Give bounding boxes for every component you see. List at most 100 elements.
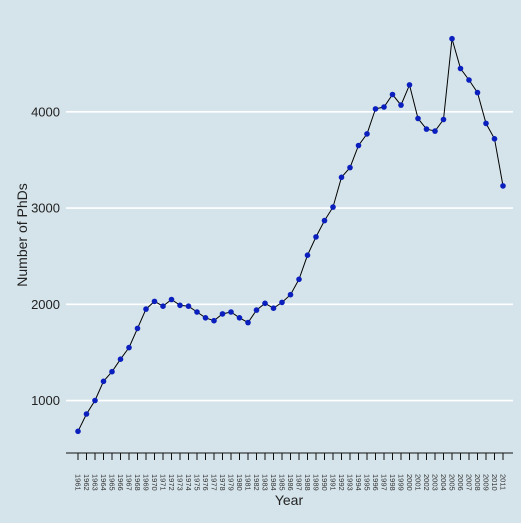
x-tick-label: 2002 <box>422 474 431 491</box>
x-tick-label: 2011 <box>499 474 508 490</box>
data-point <box>330 204 336 210</box>
x-tick-label: 1999 <box>397 474 406 491</box>
data-point <box>202 315 209 321</box>
x-tick-label: 1993 <box>346 474 355 491</box>
x-tick-label: 1977 <box>210 474 219 491</box>
data-point <box>440 116 447 123</box>
data-point <box>398 102 404 108</box>
data-point <box>211 317 217 324</box>
x-tick-label: 2006 <box>456 474 465 491</box>
data-point <box>338 174 345 181</box>
data-point <box>355 142 362 149</box>
data-point <box>168 296 175 303</box>
x-tick-label: 1964 <box>99 474 108 491</box>
x-tick-label: 1981 <box>244 474 253 491</box>
y-tick-label: 2000 <box>31 297 60 312</box>
data-point <box>228 309 234 315</box>
data-point <box>194 309 200 315</box>
data-point <box>457 65 464 72</box>
data-point <box>92 397 98 404</box>
y-tick-label: 4000 <box>31 104 60 119</box>
data-point <box>245 319 251 326</box>
data-point <box>143 306 149 312</box>
x-tick-label: 1994 <box>354 474 363 491</box>
data-point <box>466 77 472 83</box>
x-tick-label: 1991 <box>329 474 338 491</box>
data-point <box>236 315 243 321</box>
data-point <box>262 300 268 307</box>
x-tick-label: 2000 <box>405 474 414 491</box>
x-tick-label: 1978 <box>218 474 227 491</box>
data-point <box>381 104 387 110</box>
x-tick-label: 1971 <box>159 474 168 491</box>
x-tick-label: 1979 <box>227 474 236 491</box>
data-point <box>296 276 302 283</box>
x-tick-label: 1992 <box>337 474 346 491</box>
data-point <box>432 128 438 134</box>
data-point <box>100 378 107 385</box>
x-tick-label: 1988 <box>303 474 312 491</box>
data-point <box>313 234 319 240</box>
x-tick-label: 2010 <box>490 474 499 491</box>
x-tick-label: 1972 <box>167 474 176 491</box>
x-tick-label: 1969 <box>142 474 151 491</box>
x-tick-label: 1975 <box>193 474 202 491</box>
x-tick-label: 1967 <box>125 474 134 491</box>
data-point <box>126 344 132 351</box>
data-point <box>279 299 285 306</box>
y-tick-label: 3000 <box>31 201 60 216</box>
x-tick-label: 1970 <box>150 474 159 491</box>
x-tick-label: 1984 <box>269 474 278 491</box>
x-tick-label: 1998 <box>388 474 397 491</box>
data-point <box>109 368 115 375</box>
data-point <box>423 126 430 132</box>
x-tick-label: 1980 <box>235 474 244 491</box>
data-point <box>134 325 141 332</box>
data-point <box>117 356 124 363</box>
data-point <box>364 131 370 137</box>
x-tick-label: 1968 <box>133 474 142 491</box>
x-tick-label: 1976 <box>201 474 210 491</box>
x-tick-label: 1973 <box>176 474 185 491</box>
data-point <box>347 164 353 171</box>
data-point <box>389 91 396 98</box>
x-tick-label: 1986 <box>286 474 295 491</box>
x-tick-label: 1996 <box>371 474 380 491</box>
data-point <box>406 82 413 88</box>
data-point <box>83 411 90 417</box>
x-tick-label: 1985 <box>278 474 287 491</box>
data-point <box>500 183 506 189</box>
data-point <box>177 302 183 309</box>
x-tick-label: 1962 <box>82 474 91 491</box>
data-point <box>185 303 192 310</box>
x-tick-label: 1989 <box>312 474 321 491</box>
data-point <box>253 307 260 313</box>
data-point <box>151 298 158 305</box>
data-points <box>75 35 506 435</box>
x-tick-label: 1961 <box>74 474 83 491</box>
x-tick-label: 1990 <box>320 474 329 491</box>
x-tick-label: 1963 <box>91 474 100 491</box>
x-tick-label: 1983 <box>261 474 270 491</box>
x-tick-label: 2001 <box>414 474 423 491</box>
data-point <box>483 120 489 127</box>
data-point <box>449 35 455 42</box>
x-tick-label: 2004 <box>439 474 448 491</box>
x-tick-label: 1965 <box>108 474 117 491</box>
x-axis-ticks: 1961 1962 1963 1964 1965 1966 1967 1968 1969 1970… <box>74 453 508 491</box>
x-tick-label: 1987 <box>295 474 304 491</box>
x-tick-label: 2003 <box>431 474 440 491</box>
data-point <box>474 89 481 96</box>
x-tick-label: 1982 <box>252 474 261 491</box>
x-tick-label: 1966 <box>116 474 125 491</box>
y-axis-tick-labels: 1000 2000 3000 4000 <box>31 104 60 408</box>
data-point <box>415 115 421 122</box>
data-point <box>372 106 379 112</box>
data-point <box>75 428 81 435</box>
x-tick-label: 1974 <box>184 474 193 491</box>
x-tick-label: 1997 <box>380 474 389 491</box>
x-tick-label: 2009 <box>482 474 491 491</box>
y-axis-title: Number of PhDs <box>14 183 30 286</box>
